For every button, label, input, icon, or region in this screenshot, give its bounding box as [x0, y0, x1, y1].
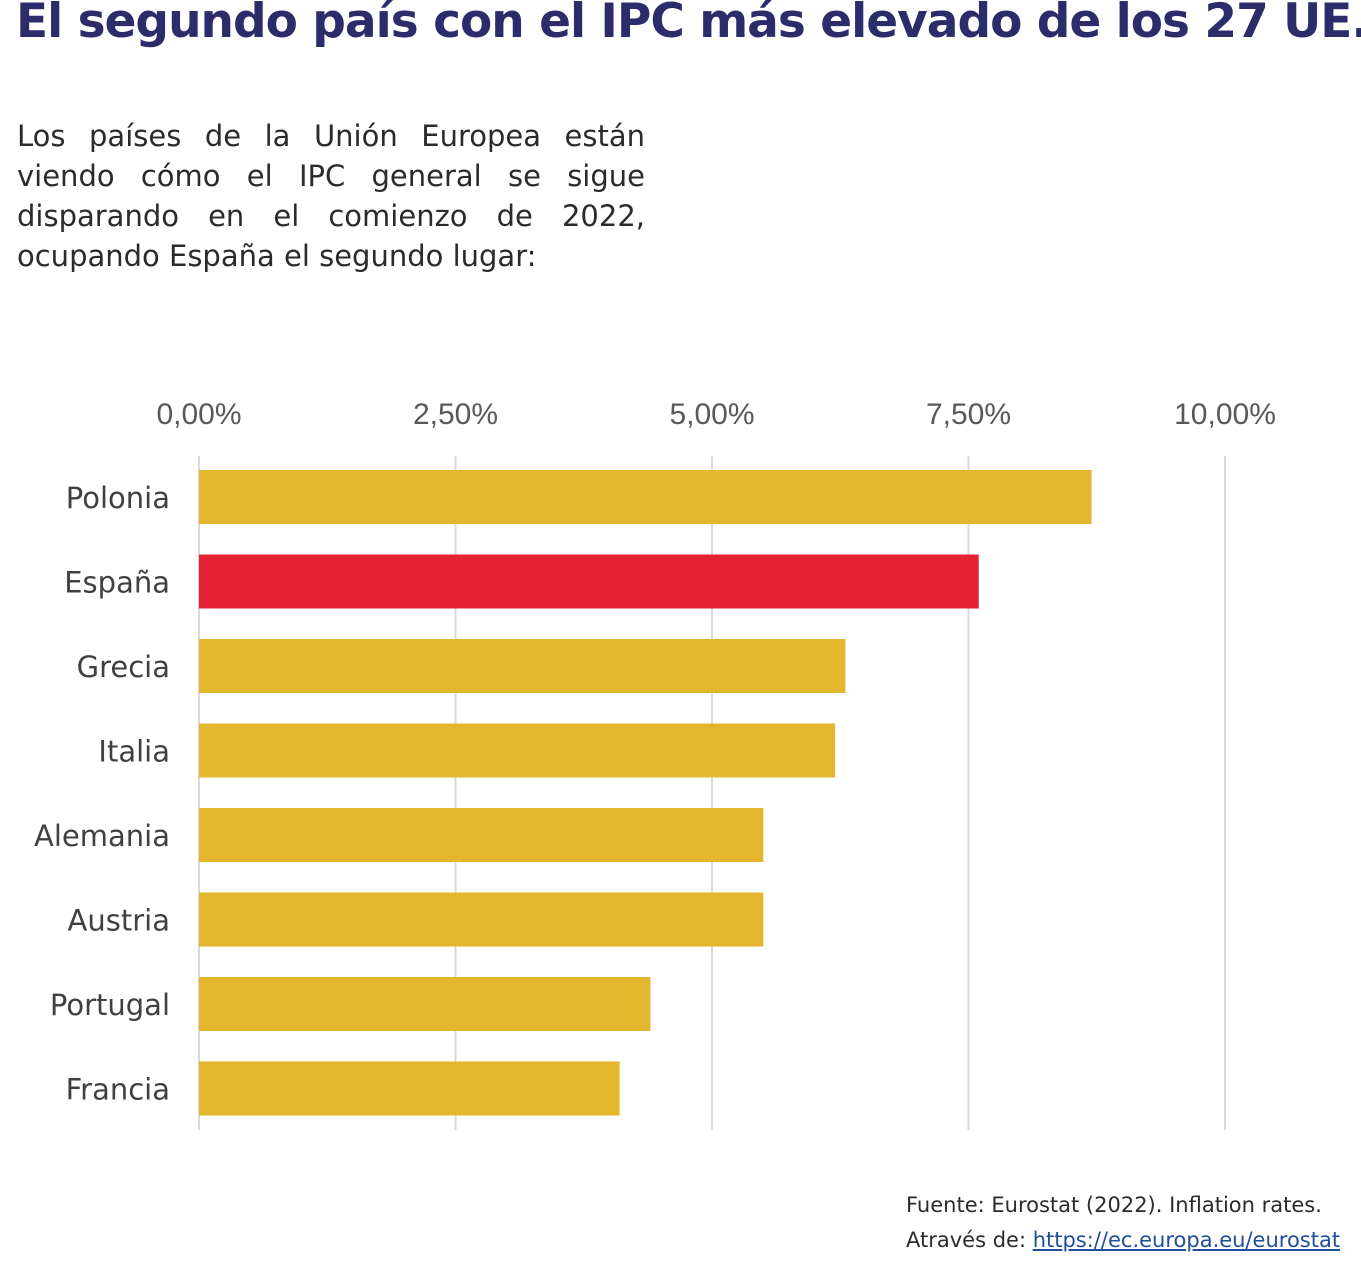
category-labels: Polonia España Grecia Italia Alemania Austria… — [34, 481, 170, 1107]
source-note: Fuente: Eurostat (2022). Inflation rates… — [906, 1188, 1340, 1258]
category-label: Polonia — [66, 481, 170, 515]
bars — [199, 470, 1092, 1116]
category-label: Francia — [66, 1073, 170, 1107]
bar-4 — [199, 808, 764, 862]
category-label: Italia — [98, 735, 170, 769]
bar-2 — [199, 639, 846, 693]
eurostat-link[interactable]: https://ec.europa.eu/eurostat — [1032, 1228, 1341, 1252]
intro-text: Los países de la Unión Europea están vie… — [17, 119, 645, 273]
category-label: Portugal — [50, 988, 170, 1022]
x-tick-label: 5,00% — [669, 398, 754, 431]
bar-5 — [199, 892, 764, 947]
bar-chart: 0,00% 2,50% 5,00% 7,50% 10,00% Polonia España… — [34, 398, 1276, 1130]
x-tick-label: 10,00% — [1174, 398, 1276, 431]
category-label: España — [64, 566, 170, 600]
bar-1 — [199, 554, 979, 609]
bar-3 — [199, 723, 836, 778]
bar-0 — [199, 470, 1092, 524]
page-title: El segundo país con el IPC más elevado d… — [16, 0, 1361, 49]
x-tick-label: 7,50% — [926, 398, 1011, 431]
x-tick-label: 0,00% — [156, 398, 241, 431]
bar-7 — [199, 1061, 620, 1116]
category-label: Austria — [68, 904, 170, 938]
category-label: Alemania — [34, 819, 170, 853]
source-line: Fuente: Eurostat (2022). Inflation rates… — [906, 1193, 1322, 1217]
source-prefix: Através de: — [906, 1228, 1033, 1252]
category-label: Grecia — [77, 650, 170, 684]
x-axis-ticks: 0,00% 2,50% 5,00% 7,50% 10,00% — [156, 398, 1275, 431]
source-link-line: Através de: https://ec.europa.eu/eurosta… — [906, 1223, 1340, 1258]
bar-6 — [199, 977, 651, 1031]
x-tick-label: 2,50% — [413, 398, 498, 431]
